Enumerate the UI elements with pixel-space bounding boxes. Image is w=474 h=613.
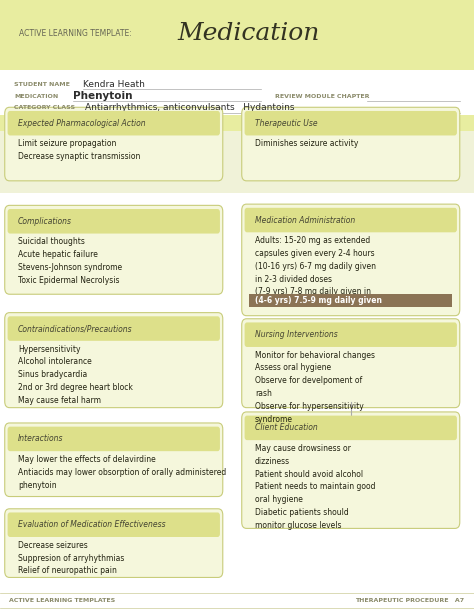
FancyBboxPatch shape (242, 204, 460, 316)
Text: Diminishes seizure activity: Diminishes seizure activity (255, 139, 358, 148)
Text: Hypersensitivity
Alcohol intolerance
Sinus bradycardia
2nd or 3rd degree heart b: Hypersensitivity Alcohol intolerance Sin… (18, 345, 133, 405)
Text: STUDENT NAME: STUDENT NAME (14, 82, 70, 87)
Text: Contraindications/Precautions: Contraindications/Precautions (18, 324, 133, 333)
Text: Expected Pharmacological Action: Expected Pharmacological Action (18, 119, 146, 128)
Text: (4-6 yrs) 7.5-9 mg daily given: (4-6 yrs) 7.5-9 mg daily given (255, 296, 382, 305)
FancyBboxPatch shape (242, 412, 460, 528)
Text: Kendra Heath: Kendra Heath (83, 80, 145, 89)
Text: ACTIVE LEARNING TEMPLATES: ACTIVE LEARNING TEMPLATES (9, 598, 116, 603)
Text: Evaluation of Medication Effectiveness: Evaluation of Medication Effectiveness (18, 520, 165, 529)
Text: Nursing Interventions: Nursing Interventions (255, 330, 338, 339)
FancyBboxPatch shape (245, 322, 457, 347)
Text: May lower the effects of delavirdine
Antiacids may lower obsorption of orally ad: May lower the effects of delavirdine Ant… (18, 455, 226, 490)
Text: Therapeutic Use: Therapeutic Use (255, 119, 318, 128)
Text: THERAPEUTIC PROCEDURE   A7: THERAPEUTIC PROCEDURE A7 (356, 598, 465, 603)
FancyBboxPatch shape (8, 209, 220, 234)
FancyBboxPatch shape (5, 509, 223, 577)
Text: Limit seizure propagation
Decrease synaptic transmission: Limit seizure propagation Decrease synap… (18, 139, 140, 161)
FancyBboxPatch shape (242, 107, 460, 181)
FancyBboxPatch shape (0, 0, 474, 70)
FancyBboxPatch shape (0, 131, 474, 193)
FancyBboxPatch shape (5, 205, 223, 294)
Text: Phenytoin: Phenytoin (73, 91, 133, 101)
Text: PURPOSE OF MEDICATION: PURPOSE OF MEDICATION (14, 120, 116, 126)
Text: Adults: 15-20 mg as extended
capsules given every 2-4 hours
(10-16 yrs) 6-7 mg d: Adults: 15-20 mg as extended capsules gi… (255, 236, 376, 309)
FancyBboxPatch shape (245, 416, 457, 440)
FancyBboxPatch shape (245, 111, 457, 135)
Text: Medication Administration: Medication Administration (255, 216, 355, 224)
Text: REVIEW MODULE CHAPTER: REVIEW MODULE CHAPTER (275, 94, 369, 99)
FancyBboxPatch shape (8, 111, 220, 135)
Text: MEDICATION: MEDICATION (14, 94, 58, 99)
Text: Antiarrhythmics, anticonvulsants   Hydantoins: Antiarrhythmics, anticonvulsants Hydanto… (85, 104, 295, 112)
Text: Suicidal thoughts
Acute hepatic failure
Stevens-Johnson syndrome
Toxic Epidermal: Suicidal thoughts Acute hepatic failure … (18, 237, 122, 285)
Text: Complications: Complications (18, 217, 72, 226)
FancyBboxPatch shape (242, 319, 460, 408)
FancyBboxPatch shape (5, 313, 223, 408)
Text: ACTIVE LEARNING TEMPLATE:: ACTIVE LEARNING TEMPLATE: (19, 29, 132, 38)
FancyBboxPatch shape (8, 512, 220, 537)
Text: Interactions: Interactions (18, 435, 64, 443)
FancyBboxPatch shape (5, 423, 223, 497)
FancyBboxPatch shape (249, 294, 452, 307)
Text: May cause drowsiness or
dizziness
Patient should avoid alcohol
Patient needs to : May cause drowsiness or dizziness Patien… (255, 444, 375, 530)
FancyBboxPatch shape (5, 107, 223, 181)
Text: CATEGORY CLASS: CATEGORY CLASS (14, 105, 75, 110)
FancyBboxPatch shape (8, 427, 220, 451)
Text: Client Education: Client Education (255, 424, 318, 432)
Text: Monitor for behavioral changes
Assess oral hygiene
Observe for develpoment of
ra: Monitor for behavioral changes Assess or… (255, 351, 375, 424)
Text: Decrease seizures
Suppresion of arryhythmias
Relief of neuropathic pain: Decrease seizures Suppresion of arryhyth… (18, 541, 124, 576)
Text: Medication: Medication (178, 22, 320, 45)
FancyBboxPatch shape (245, 208, 457, 232)
FancyBboxPatch shape (8, 316, 220, 341)
FancyBboxPatch shape (0, 115, 474, 131)
